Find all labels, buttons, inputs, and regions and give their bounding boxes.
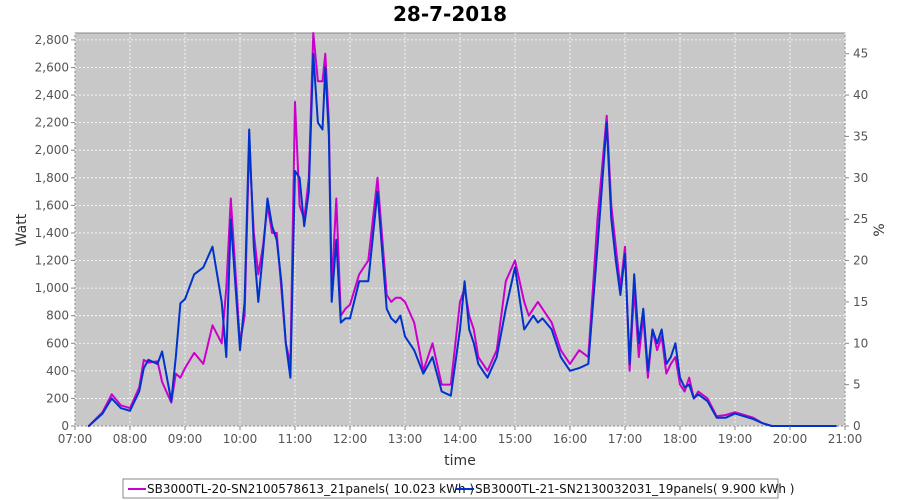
x-tick-label: 18:00: [663, 432, 698, 446]
x-tick-label: 20:00: [773, 432, 808, 446]
x-tick-label: 11:00: [278, 432, 313, 446]
x-tick-label: 13:00: [388, 432, 423, 446]
y-tick-label: 2,200: [35, 116, 69, 130]
y-tick-label: 2,000: [35, 143, 69, 157]
x-tick-label: 15:00: [498, 432, 533, 446]
x-tick-label: 07:00: [58, 432, 93, 446]
legend-item-2: SB3000TL-21-SN2130032031_19panels( 9.900…: [475, 482, 794, 496]
y-tick-label: 1,600: [35, 198, 69, 212]
x-axis-label: time: [444, 453, 476, 469]
y-tick-label: 600: [46, 336, 69, 350]
x-tick-label: 08:00: [113, 432, 148, 446]
y-tick-label: 1,000: [35, 281, 69, 295]
legend-item-1: SB3000TL-20-SN2100578613_21panels( 10.02…: [147, 482, 474, 496]
y-tick-label: 2,400: [35, 88, 69, 102]
y2-tick-label: 0: [853, 419, 861, 433]
y-tick-label: 2,600: [35, 60, 69, 74]
grid: [74, 33, 846, 427]
y-axis: 0 200 400 600 800 1,000 1,200 1,400 1,600 1,800 2,…: [35, 33, 75, 433]
y2-tick-label: 20: [853, 254, 868, 268]
y-tick-label: 0: [61, 419, 69, 433]
y-tick-label: 800: [46, 309, 69, 323]
y2-tick-label: 25: [853, 212, 868, 226]
x-tick-label: 19:00: [718, 432, 753, 446]
chart-title: 28-7-2018: [393, 2, 507, 26]
y2-tick-label: 40: [853, 88, 868, 102]
y2-axis: 0 5 10 15 20 25 30 35 40 45: [845, 47, 868, 433]
y2-tick-label: 5: [853, 378, 861, 392]
series-line-1: [87, 32, 837, 427]
legend: SB3000TL-20-SN2100578613_21panels( 10.02…: [122, 478, 794, 499]
series-line-2: [87, 52, 837, 427]
y2-tick-label: 15: [853, 295, 868, 309]
series-layer: [87, 32, 837, 427]
x-tick-label: 21:00: [828, 432, 863, 446]
y-tick-label: 1,800: [35, 171, 69, 185]
x-tick-label: 10:00: [223, 432, 258, 446]
y2-tick-label: 45: [853, 47, 868, 61]
y-tick-label: 200: [46, 391, 69, 405]
y-tick-label: 400: [46, 364, 69, 378]
y2-tick-label: 10: [853, 336, 868, 350]
x-tick-label: 12:00: [333, 432, 368, 446]
y-tick-label: 2,800: [35, 33, 69, 47]
y2-axis-label: %: [872, 223, 888, 236]
x-axis: 07:00 08:00 09:00 10:00 11:00 12:00 13:00 14:00…: [58, 426, 863, 446]
y2-tick-label: 30: [853, 171, 868, 185]
y-axis-label: Watt: [14, 213, 30, 246]
x-tick-label: 09:00: [168, 432, 203, 446]
y-tick-label: 1,400: [35, 226, 69, 240]
x-tick-label: 14:00: [443, 432, 478, 446]
x-tick-label: 16:00: [553, 432, 588, 446]
x-tick-label: 17:00: [608, 432, 643, 446]
legend-box: [122, 478, 779, 499]
y-tick-label: 1,200: [35, 254, 69, 268]
y2-tick-label: 35: [853, 129, 868, 143]
